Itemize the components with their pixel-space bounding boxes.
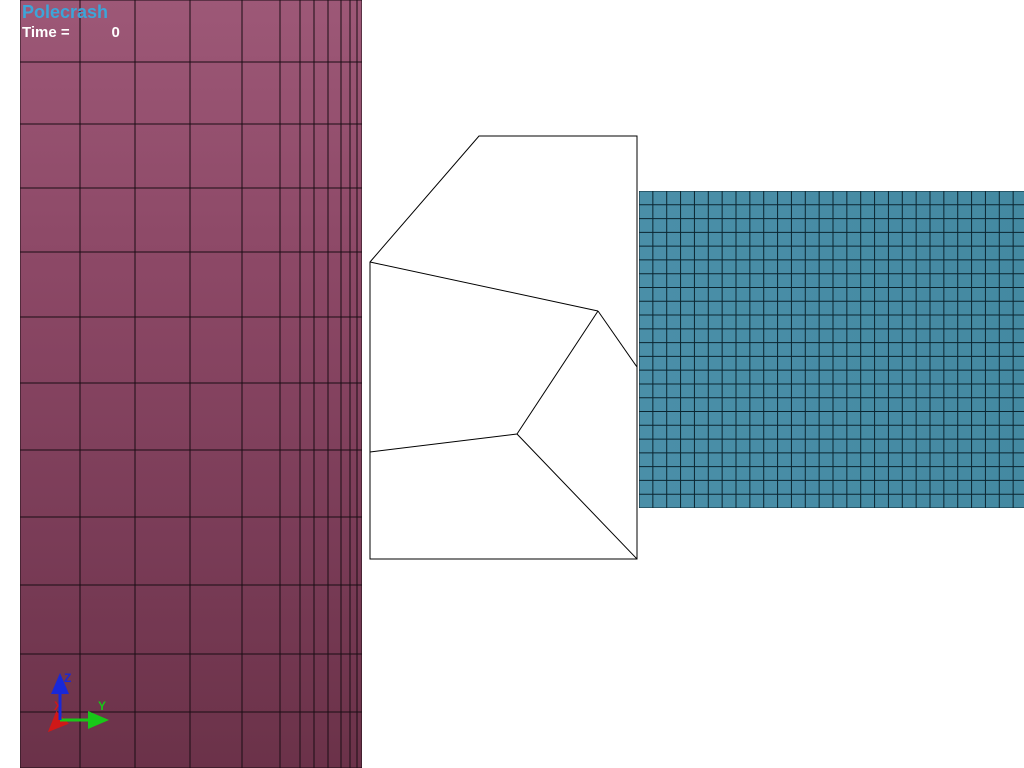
time-display: Time = 0 [22,24,120,41]
purple-mesh-panel [20,0,362,768]
time-value: 0 [74,24,120,41]
time-label: Time = [22,24,70,41]
purple-mesh-grid [20,0,362,768]
model-title: Polecrash [22,2,108,23]
blue-mesh-grid [639,191,1024,508]
simulation-viewport[interactable]: Polecrash Time = 0 XYZ [0,0,1024,768]
blue-mesh-panel [639,191,1024,508]
